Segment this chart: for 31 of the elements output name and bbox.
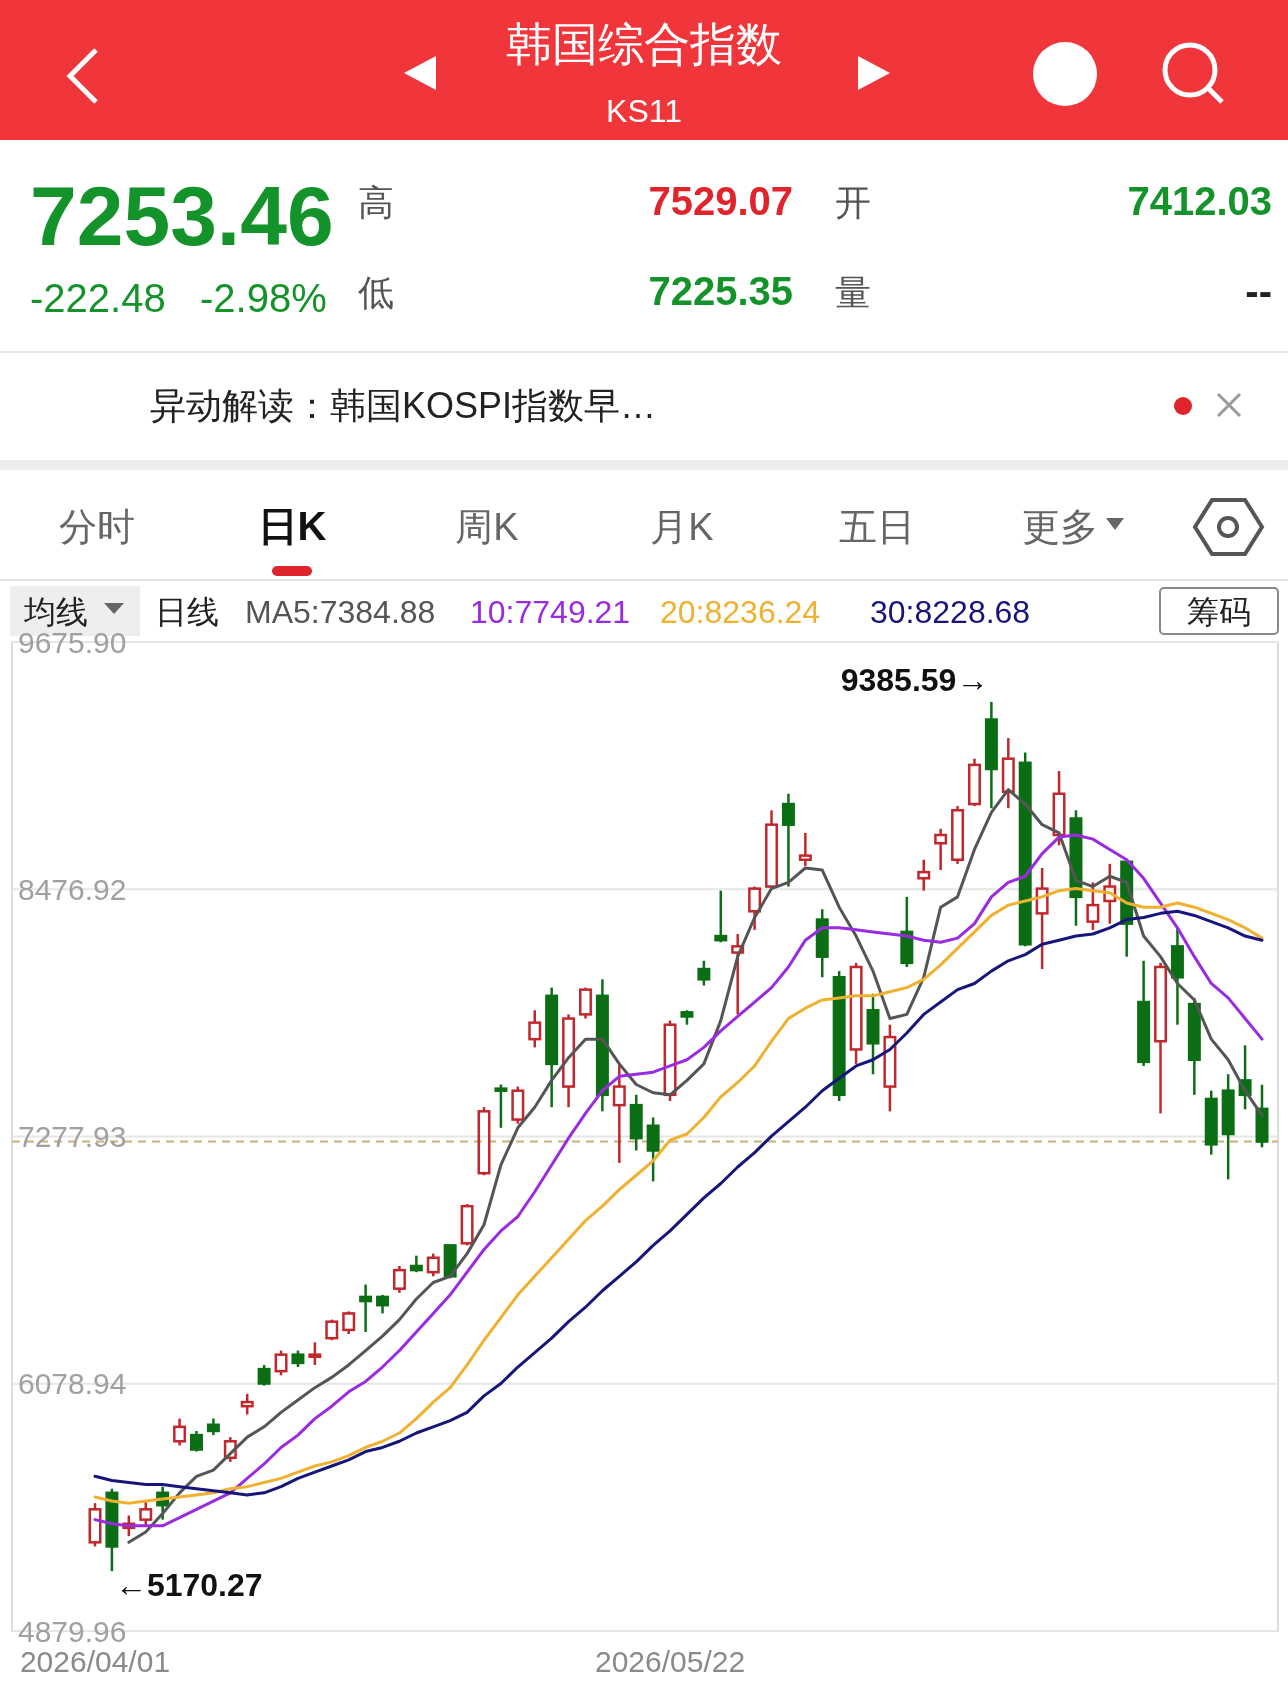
ytick: 6078.94 (18, 1367, 127, 1401)
annotation: 7412.03 (1127, 179, 1272, 223)
annotation: 量 (835, 272, 871, 313)
annotation: 高 (358, 182, 394, 223)
subtitle: KS11 (606, 93, 682, 129)
xtick: 2026/05/22 (594, 1645, 746, 1678)
annotation: 周K (455, 506, 519, 548)
annotation: -222.48 (30, 276, 166, 320)
annotation: 更多 (1022, 506, 1098, 548)
annotation: 7529.07 (648, 179, 793, 223)
annotation: 日线 (155, 594, 219, 630)
annotation: 筹码 (1187, 594, 1251, 630)
annotation: 五日 (839, 506, 915, 548)
annotation: 开 (835, 182, 871, 223)
annotation: 分时 (59, 506, 135, 548)
annotation: 7253.46 (30, 169, 334, 263)
title: 韩国综合指数 (506, 18, 782, 70)
ytick: 4879.96 (18, 1614, 127, 1648)
annotation-low: ←5170.27 (114, 1567, 263, 1604)
annotation: 日K (257, 504, 327, 548)
annotation: -2.98% (200, 276, 327, 320)
annotation: 均线 (24, 594, 88, 630)
annotation: 异动解读：韩国KOSPI指数早… (150, 385, 657, 426)
annotation: 低 (358, 272, 394, 313)
annotation: -- (1245, 269, 1272, 313)
xtick: 2026/04/01 (19, 1645, 171, 1678)
ytick: 8476.92 (18, 872, 127, 906)
ytick: 7277.93 (18, 1120, 127, 1153)
annotation-high: 9385.59→ (840, 661, 989, 698)
annotation: 7225.35 (648, 269, 793, 313)
annotation: 月K (650, 506, 714, 548)
